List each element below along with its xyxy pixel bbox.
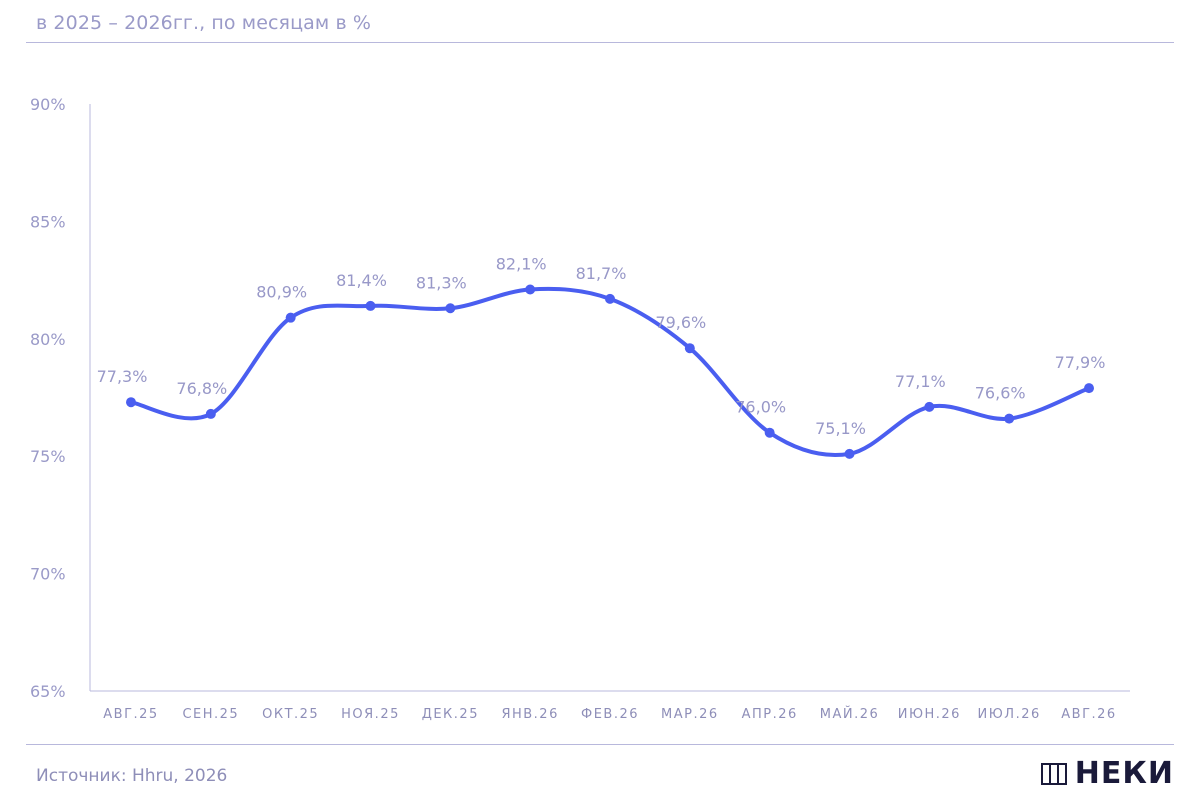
y-tick-label: 80% (30, 330, 66, 349)
chart-subtitle: в 2025 – 2026гг., по месяцам в % (36, 12, 372, 34)
x-tick-label: ЯНВ.26 (501, 707, 558, 722)
x-tick-label: СЕН.25 (182, 707, 239, 722)
data-label: 75,1% (815, 419, 866, 438)
data-label: 82,1% (496, 254, 547, 273)
logo-text: НЕКИ (1074, 756, 1174, 791)
x-tick-label: ФЕВ.26 (581, 707, 639, 722)
x-tick-label: МАЙ.26 (820, 706, 880, 722)
data-label: 81,3% (416, 273, 467, 292)
data-point (684, 343, 695, 354)
y-axis: 65% 70% 75% 80% 85% 90% (30, 95, 91, 701)
data-point (365, 300, 376, 311)
x-tick-label: АВГ.25 (103, 707, 158, 722)
data-label: 77,1% (895, 372, 946, 391)
x-axis: АВГ.25 СЕН.25 ОКТ.25 НОЯ.25 ДЕК.25 ЯНВ.26 ФЕВ.… (90, 690, 1130, 722)
data-label: 76,8% (176, 379, 227, 398)
x-tick-label: ИЮН.26 (898, 707, 961, 722)
data-point (1084, 383, 1094, 394)
data-point (1004, 413, 1015, 424)
y-tick-label: 90% (30, 95, 66, 114)
data-point (525, 284, 536, 295)
data-label: 81,4% (336, 271, 387, 290)
x-tick-label: ИЮЛ.26 (978, 707, 1041, 722)
data-point (126, 397, 136, 408)
y-tick-label: 75% (30, 447, 66, 466)
logo-icon (1040, 762, 1067, 785)
x-tick-label: ОКТ.25 (262, 707, 319, 722)
y-tick-label: 65% (30, 682, 66, 701)
data-labels: 77,3% 76,8% 80,9% 81,4% 81,3% 82,1% 81,7% 79,6%… (97, 254, 1106, 437)
data-label: 77,9% (1055, 353, 1106, 372)
brand-logo: НЕКИ (1040, 756, 1174, 791)
data-label: 79,6% (655, 313, 706, 332)
data-point (764, 427, 775, 438)
data-point (205, 408, 216, 419)
x-tick-label: ДЕК.25 (422, 707, 479, 722)
data-point (285, 312, 296, 323)
x-tick-label: МАР.26 (661, 707, 719, 722)
data-point (924, 401, 935, 412)
line-chart: 65% 70% 75% 80% 85% 90% АВГ.25 СЕН.25 ОКТ.25 НОЯ… (30, 95, 1130, 722)
data-label: 80,9% (256, 283, 307, 302)
y-tick-label: 85% (30, 212, 66, 231)
x-tick-label: АВГ.26 (1061, 707, 1116, 722)
source-note: Источник: Hhru, 2026 (36, 766, 228, 786)
data-label: 77,3% (97, 367, 148, 386)
y-tick-label: 70% (30, 565, 66, 584)
x-tick-label: НОЯ.25 (341, 707, 400, 722)
data-label: 76,0% (735, 398, 786, 417)
data-label: 76,6% (975, 384, 1026, 403)
data-point (605, 293, 615, 304)
top-divider (26, 42, 1174, 43)
x-tick-label: АПР.26 (742, 707, 798, 722)
data-point (844, 448, 855, 459)
data-point (445, 303, 456, 314)
data-label: 81,7% (576, 264, 627, 283)
data-points (126, 284, 1094, 459)
bottom-divider (26, 744, 1174, 745)
